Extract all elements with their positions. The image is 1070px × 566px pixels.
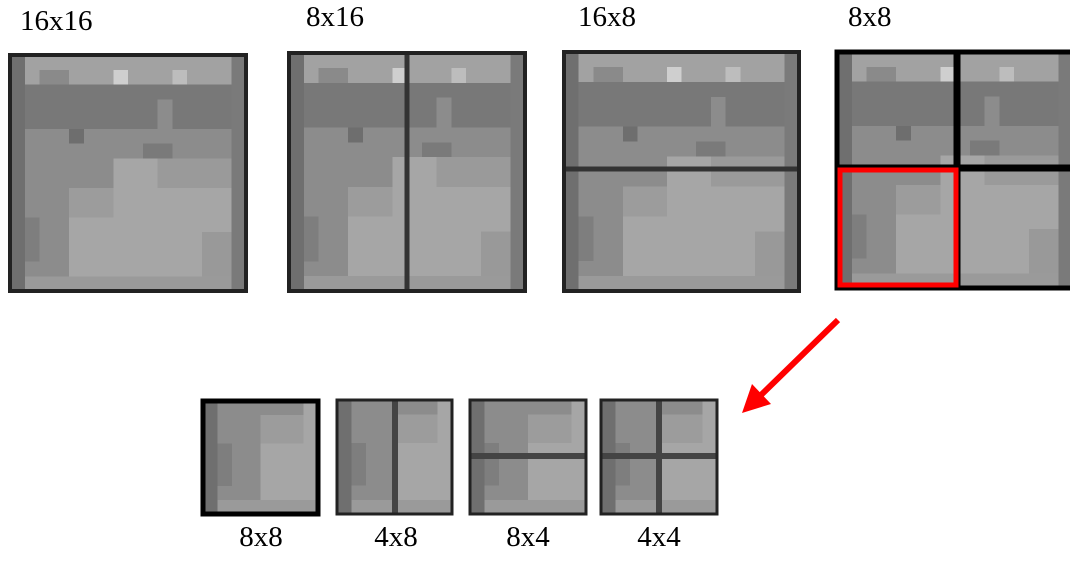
block-label: 16x16 bbox=[20, 5, 93, 37]
sub-block-label: 4x4 bbox=[637, 521, 681, 553]
diagram: 16x16 8x16 16x8 8x8 8x8 4x8 8x4 4x4 bbox=[0, 0, 1070, 561]
sub-block-label: 8x4 bbox=[506, 521, 550, 553]
block-label: 8x16 bbox=[306, 1, 364, 33]
block-label: 16x8 bbox=[578, 1, 636, 33]
block-8x16 bbox=[289, 53, 525, 291]
block-8x8 bbox=[837, 52, 1070, 288]
sub-block-label: 4x8 bbox=[374, 521, 418, 553]
block-16x8 bbox=[564, 52, 799, 291]
page: 16x16 8x16 16x8 8x8 8x8 4x8 8x4 4x4 (() … bbox=[0, 0, 1070, 561]
block-16x16 bbox=[10, 55, 246, 291]
sub-block-label: 8x8 bbox=[239, 521, 283, 553]
sub-block-4x4 bbox=[601, 286, 833, 514]
block-label: 8x8 bbox=[848, 1, 892, 33]
arrow bbox=[742, 320, 838, 413]
